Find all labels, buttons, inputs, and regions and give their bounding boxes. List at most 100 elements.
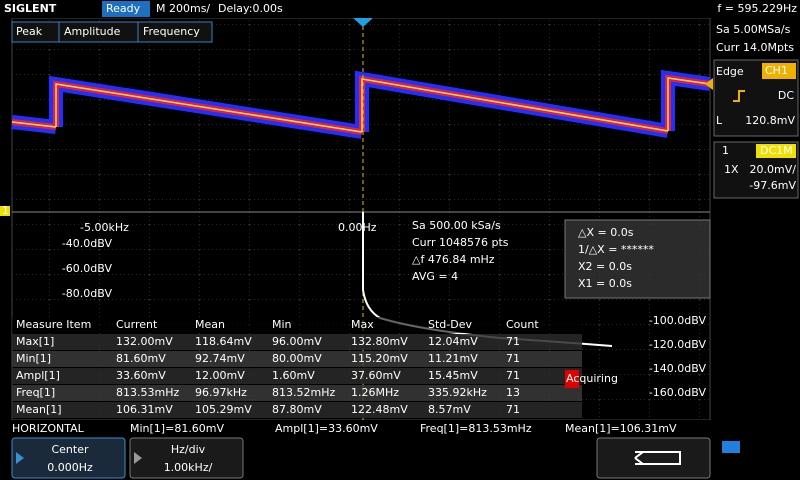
acquiring: Acquiring [566,372,618,385]
measure-value: 80.00mV [272,352,322,365]
fft-x-label: 0.00Hz [338,221,377,234]
cursor-readout: X1 = 0.0s [578,277,632,290]
measure-header-bg [12,317,582,333]
measure-value: 813.53mHz [116,386,179,399]
measure-value: 96.00mV [272,335,322,348]
measure-value: 12.04mV [428,335,478,348]
measure-item: Freq[1] [16,386,55,399]
frequency: f = 595.229Hz [717,2,797,15]
brand: SIGLENT [4,2,57,15]
fft-info: △f 476.84 mHz [412,253,495,266]
control-value: 1.00kHz/ [164,461,213,474]
top-bar [0,0,800,18]
measure-value: 12.00mV [195,369,245,382]
center-button[interactable] [11,437,126,479]
tab[interactable]: Peak [16,25,43,38]
measure-value: 132.80mV [351,335,408,348]
fft-y-label: -140.0dBV [649,362,707,375]
measure-item: Mean[1] [16,403,62,416]
measure-header: Min [272,318,292,331]
cursor-box [564,219,711,299]
fft-info: AVG = 4 [412,270,458,283]
measure-value: 37.60mV [351,369,401,382]
fft-y-label: -120.0dBV [649,338,707,351]
channel-probe: 1X [724,163,739,176]
measure-row-bg [12,368,582,384]
measure-value: 71 [506,403,520,416]
measure-value: 106.31mV [116,403,173,416]
channel-coupling-bg [756,144,796,158]
fft-y-label: -80.0dBV [62,287,113,300]
trigger-type: Edge [716,65,744,78]
horizontal-stat: Mean[1]=106.31mV [565,422,677,435]
measure-header: Max [351,318,374,331]
measure-value: 1.60mV [272,369,315,382]
control-label: Hz/div [171,443,206,456]
horizontal-stat: Min[1]=81.60mV [130,422,225,435]
trigger-level-marker [705,78,713,90]
measure-value: 115.20mV [351,352,408,365]
measure-value: 118.64mV [195,335,252,348]
trigger-source-bg [762,63,796,79]
measure-header: Measure Item [16,318,91,331]
measure-value: 87.80mV [272,403,322,416]
measure-header: Mean [195,318,225,331]
tab[interactable]: Frequency [143,25,200,38]
sample-rate: Sa 5.00MSa/s [716,23,791,36]
status-bg [102,1,150,17]
control-value: 0.000Hz [47,461,93,474]
back-button[interactable] [596,437,711,479]
status: Ready [106,2,141,15]
measure-value: 15.45mV [428,369,478,382]
measure-value: 132.00mV [116,335,173,348]
measure-row-bg [12,351,582,367]
hzdiv-button[interactable] [129,437,244,479]
channel-offset: -97.6mV [749,179,796,192]
measure-row-bg [12,334,582,350]
measure-value: 81.60mV [116,352,166,365]
measure-value: 813.52mHz [272,386,335,399]
trigger-source: CH1 [765,64,788,77]
measure-value: 92.74mV [195,352,245,365]
channel-number-bg [716,144,736,158]
horizontal-title: HORIZONTAL [12,422,85,435]
cursor-readout: △X = 0.0s [578,226,634,239]
channel-number: 1 [722,144,729,157]
tab-bar[interactable] [11,21,213,43]
waveform [11,69,711,139]
measure-header: Count [506,318,539,331]
trigger-level: 120.8mV [745,114,795,127]
measure-row-bg [12,385,582,401]
horizontal-stat: Ampl[1]=33.60mV [275,422,378,435]
control-label: Center [51,443,89,456]
measure-value: 71 [506,369,520,382]
fft-y-label: -40.0dBV [62,237,113,250]
measure-value: 11.21mV [428,352,478,365]
measure-header: Current [116,318,158,331]
measure-value: 8.57mV [428,403,471,416]
measure-value: 13 [506,386,520,399]
measure-value: 105.29mV [195,403,252,416]
fft-y-label: -160.0dBV [649,386,707,399]
fft-x-label: -5.00kHz [80,221,129,234]
measure-item: Min[1] [16,352,51,365]
measure-header: Std-Dev [428,318,472,331]
center-icon [16,452,24,464]
trigger-marker [353,18,373,27]
fft-info: Curr 1048576 pts [412,236,509,249]
cursor-readout: 1/△X = ****** [578,243,654,256]
channel-marker: 1 [2,204,9,217]
delay: Delay:0.00s [218,2,283,15]
measure-value: 1.26MHz [351,386,399,399]
acquiring-bg [565,370,579,388]
trigger-coupling: DC [778,89,794,102]
usb-icon [722,441,740,453]
measure-value: 96.97kHz [195,386,247,399]
measure-item: Ampl[1] [16,369,60,382]
channel-coupling: DC1M [760,144,793,157]
fft-info: Sa 500.00 kSa/s [412,219,501,232]
tab[interactable]: Amplitude [64,25,121,38]
back-icon [634,451,681,465]
